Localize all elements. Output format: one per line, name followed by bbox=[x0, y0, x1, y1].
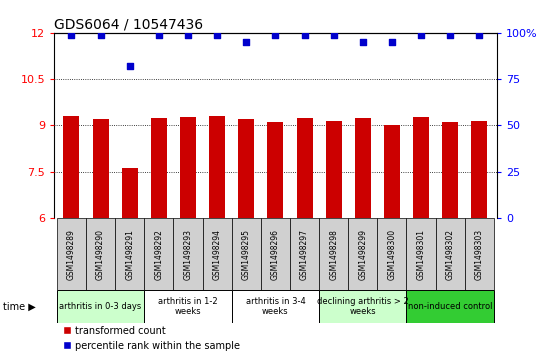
Text: GSM1498297: GSM1498297 bbox=[300, 229, 309, 280]
Point bbox=[417, 32, 426, 37]
Bar bbox=[57, 290, 144, 323]
Bar bbox=[465, 218, 494, 290]
Text: GSM1498300: GSM1498300 bbox=[387, 229, 396, 280]
Text: time ▶: time ▶ bbox=[3, 302, 36, 312]
Point bbox=[446, 32, 455, 37]
Text: GSM1498292: GSM1498292 bbox=[154, 229, 164, 280]
Bar bbox=[355, 118, 371, 218]
Bar bbox=[442, 122, 458, 218]
Bar bbox=[202, 218, 232, 290]
Text: GDS6064 / 10547436: GDS6064 / 10547436 bbox=[54, 17, 203, 32]
Bar bbox=[151, 118, 167, 218]
Bar bbox=[173, 218, 202, 290]
Text: GSM1498290: GSM1498290 bbox=[96, 229, 105, 280]
Point bbox=[271, 32, 280, 37]
Bar bbox=[209, 116, 225, 218]
Bar bbox=[296, 118, 313, 218]
Bar bbox=[319, 290, 407, 323]
Bar bbox=[413, 117, 429, 218]
Bar bbox=[232, 290, 319, 323]
Bar bbox=[64, 116, 79, 218]
Text: arthritis in 0-3 days: arthritis in 0-3 days bbox=[59, 302, 141, 311]
Bar bbox=[407, 218, 436, 290]
Bar bbox=[290, 218, 319, 290]
Text: GSM1498302: GSM1498302 bbox=[446, 229, 455, 280]
Bar bbox=[122, 168, 138, 218]
Point bbox=[475, 32, 484, 37]
Legend: transformed count, percentile rank within the sample: transformed count, percentile rank withi… bbox=[59, 322, 244, 355]
Bar bbox=[267, 122, 284, 218]
Bar bbox=[115, 218, 144, 290]
Bar bbox=[232, 218, 261, 290]
Point bbox=[67, 32, 76, 37]
Bar bbox=[86, 218, 115, 290]
Point bbox=[154, 32, 163, 37]
Point bbox=[242, 39, 251, 45]
Text: GSM1498301: GSM1498301 bbox=[416, 229, 426, 280]
Text: GSM1498303: GSM1498303 bbox=[475, 229, 484, 280]
Bar bbox=[326, 121, 342, 218]
Bar bbox=[471, 121, 487, 218]
Bar bbox=[144, 218, 173, 290]
Bar bbox=[377, 218, 407, 290]
Bar bbox=[348, 218, 377, 290]
Bar bbox=[180, 117, 196, 218]
Point bbox=[125, 63, 134, 69]
Point bbox=[329, 32, 338, 37]
Bar bbox=[57, 218, 86, 290]
Text: arthritis in 1-2
weeks: arthritis in 1-2 weeks bbox=[158, 297, 218, 317]
Bar bbox=[319, 218, 348, 290]
Point bbox=[300, 32, 309, 37]
Text: GSM1498289: GSM1498289 bbox=[67, 229, 76, 280]
Text: GSM1498295: GSM1498295 bbox=[242, 229, 251, 280]
Text: non-induced control: non-induced control bbox=[408, 302, 492, 311]
Text: GSM1498291: GSM1498291 bbox=[125, 229, 134, 280]
Text: GSM1498293: GSM1498293 bbox=[184, 229, 192, 280]
Point bbox=[213, 32, 221, 37]
Bar bbox=[407, 290, 494, 323]
Text: GSM1498298: GSM1498298 bbox=[329, 229, 338, 280]
Text: GSM1498299: GSM1498299 bbox=[359, 229, 367, 280]
Text: arthritis in 3-4
weeks: arthritis in 3-4 weeks bbox=[246, 297, 305, 317]
Text: GSM1498296: GSM1498296 bbox=[271, 229, 280, 280]
Bar bbox=[436, 218, 465, 290]
Bar bbox=[261, 218, 290, 290]
Point bbox=[96, 32, 105, 37]
Bar bbox=[144, 290, 232, 323]
Text: declining arthritis > 2
weeks: declining arthritis > 2 weeks bbox=[317, 297, 409, 317]
Text: GSM1498294: GSM1498294 bbox=[213, 229, 221, 280]
Bar bbox=[384, 125, 400, 218]
Point bbox=[388, 39, 396, 45]
Bar bbox=[92, 119, 109, 218]
Point bbox=[184, 32, 192, 37]
Point bbox=[359, 39, 367, 45]
Bar bbox=[238, 119, 254, 218]
